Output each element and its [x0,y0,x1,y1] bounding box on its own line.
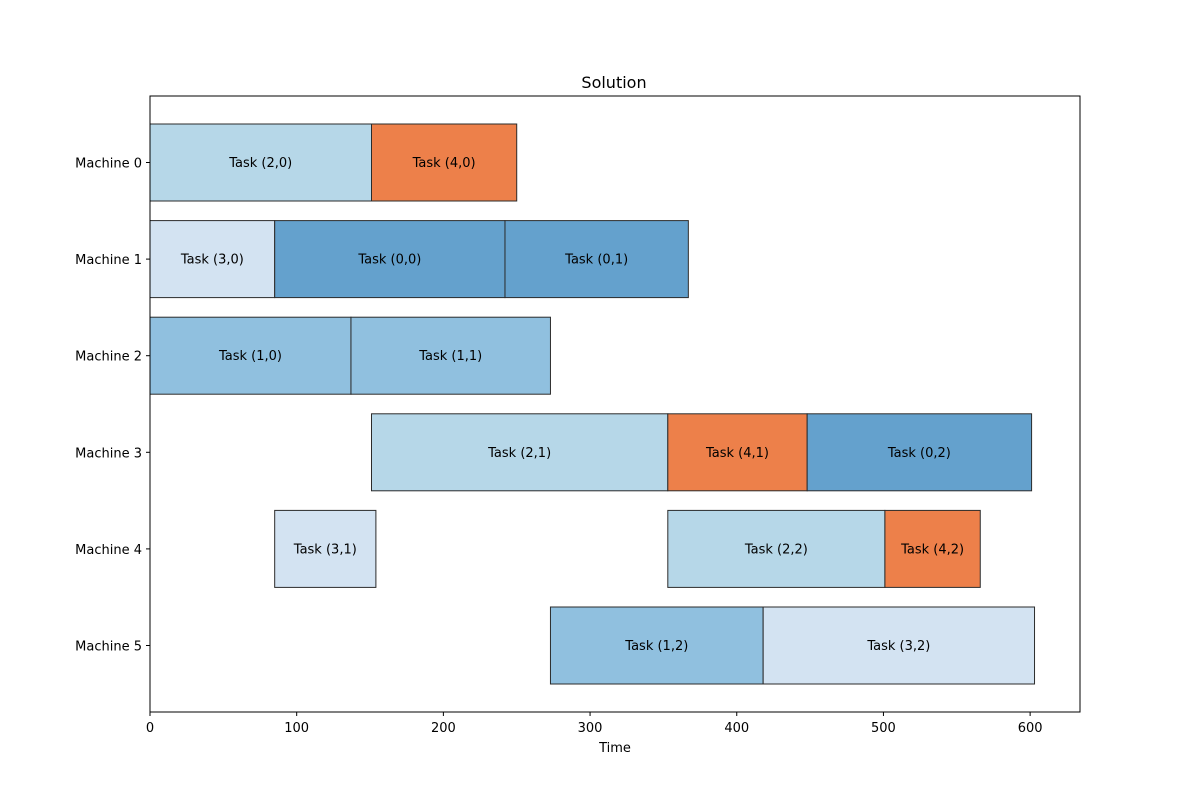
task-label: Task (4,1) [705,446,769,461]
task-label: Task (2,1) [487,446,551,461]
task-bar [274,220,506,299]
task-label: Task (2,2) [744,542,808,557]
task-label: Task (0,1) [564,253,628,268]
task-label: Task (1,1) [418,349,482,364]
task-label: Task (2,0) [228,156,292,171]
task-bar [274,509,377,588]
task-bar [149,220,276,299]
y-axis: Machine 0 Machine 1 Machine 2 Machine 3 Mach… [75,157,150,655]
y-tick-label: Machine 3 [75,446,142,461]
task-bars [149,123,1036,685]
x-tick-label: 300 [578,721,603,736]
x-axis-label: Time [598,741,631,756]
x-tick-label: 200 [431,721,456,736]
task-bar [149,316,352,395]
task-bar [549,606,764,685]
task-label: Task (0,2) [887,446,951,461]
task-label: Task (0,0) [357,253,421,268]
task-bar [884,509,981,588]
x-tick-label: 100 [284,721,309,736]
task-labels: Task (2,0) Task (4,0) Task (3,0) Task (0,0)… [180,156,964,654]
task-label: Task (3,0) [180,253,244,268]
y-tick-label: Machine 2 [75,350,142,365]
plot-frame [149,95,1081,713]
y-tick-label: Machine 5 [75,640,142,655]
x-tick-label: 400 [724,721,749,736]
x-axis: 0 100 200 300 400 500 600 [146,712,1043,736]
task-bar [370,123,518,202]
task-label: Task (1,0) [218,349,282,364]
task-bar [667,509,886,588]
task-label: Task (3,1) [293,542,357,557]
task-bar [370,413,669,492]
chart-title: Solution [581,73,646,92]
task-label: Task (1,2) [624,639,688,654]
y-tick-label: Machine 1 [75,253,142,268]
x-tick-label: 0 [146,721,154,736]
task-bar [504,220,689,299]
y-tick-label: Machine 0 [75,157,142,172]
x-tick-label: 600 [1018,721,1043,736]
task-bar [762,606,1036,685]
task-label: Task (3,2) [866,639,930,654]
task-label: Task (4,0) [412,156,476,171]
task-bar [667,413,808,492]
task-label: Task (4,2) [900,542,964,557]
task-bar [806,413,1033,492]
y-tick-label: Machine 4 [75,543,142,558]
task-bar [350,316,551,395]
x-tick-label: 500 [871,721,896,736]
task-bar [149,123,372,202]
